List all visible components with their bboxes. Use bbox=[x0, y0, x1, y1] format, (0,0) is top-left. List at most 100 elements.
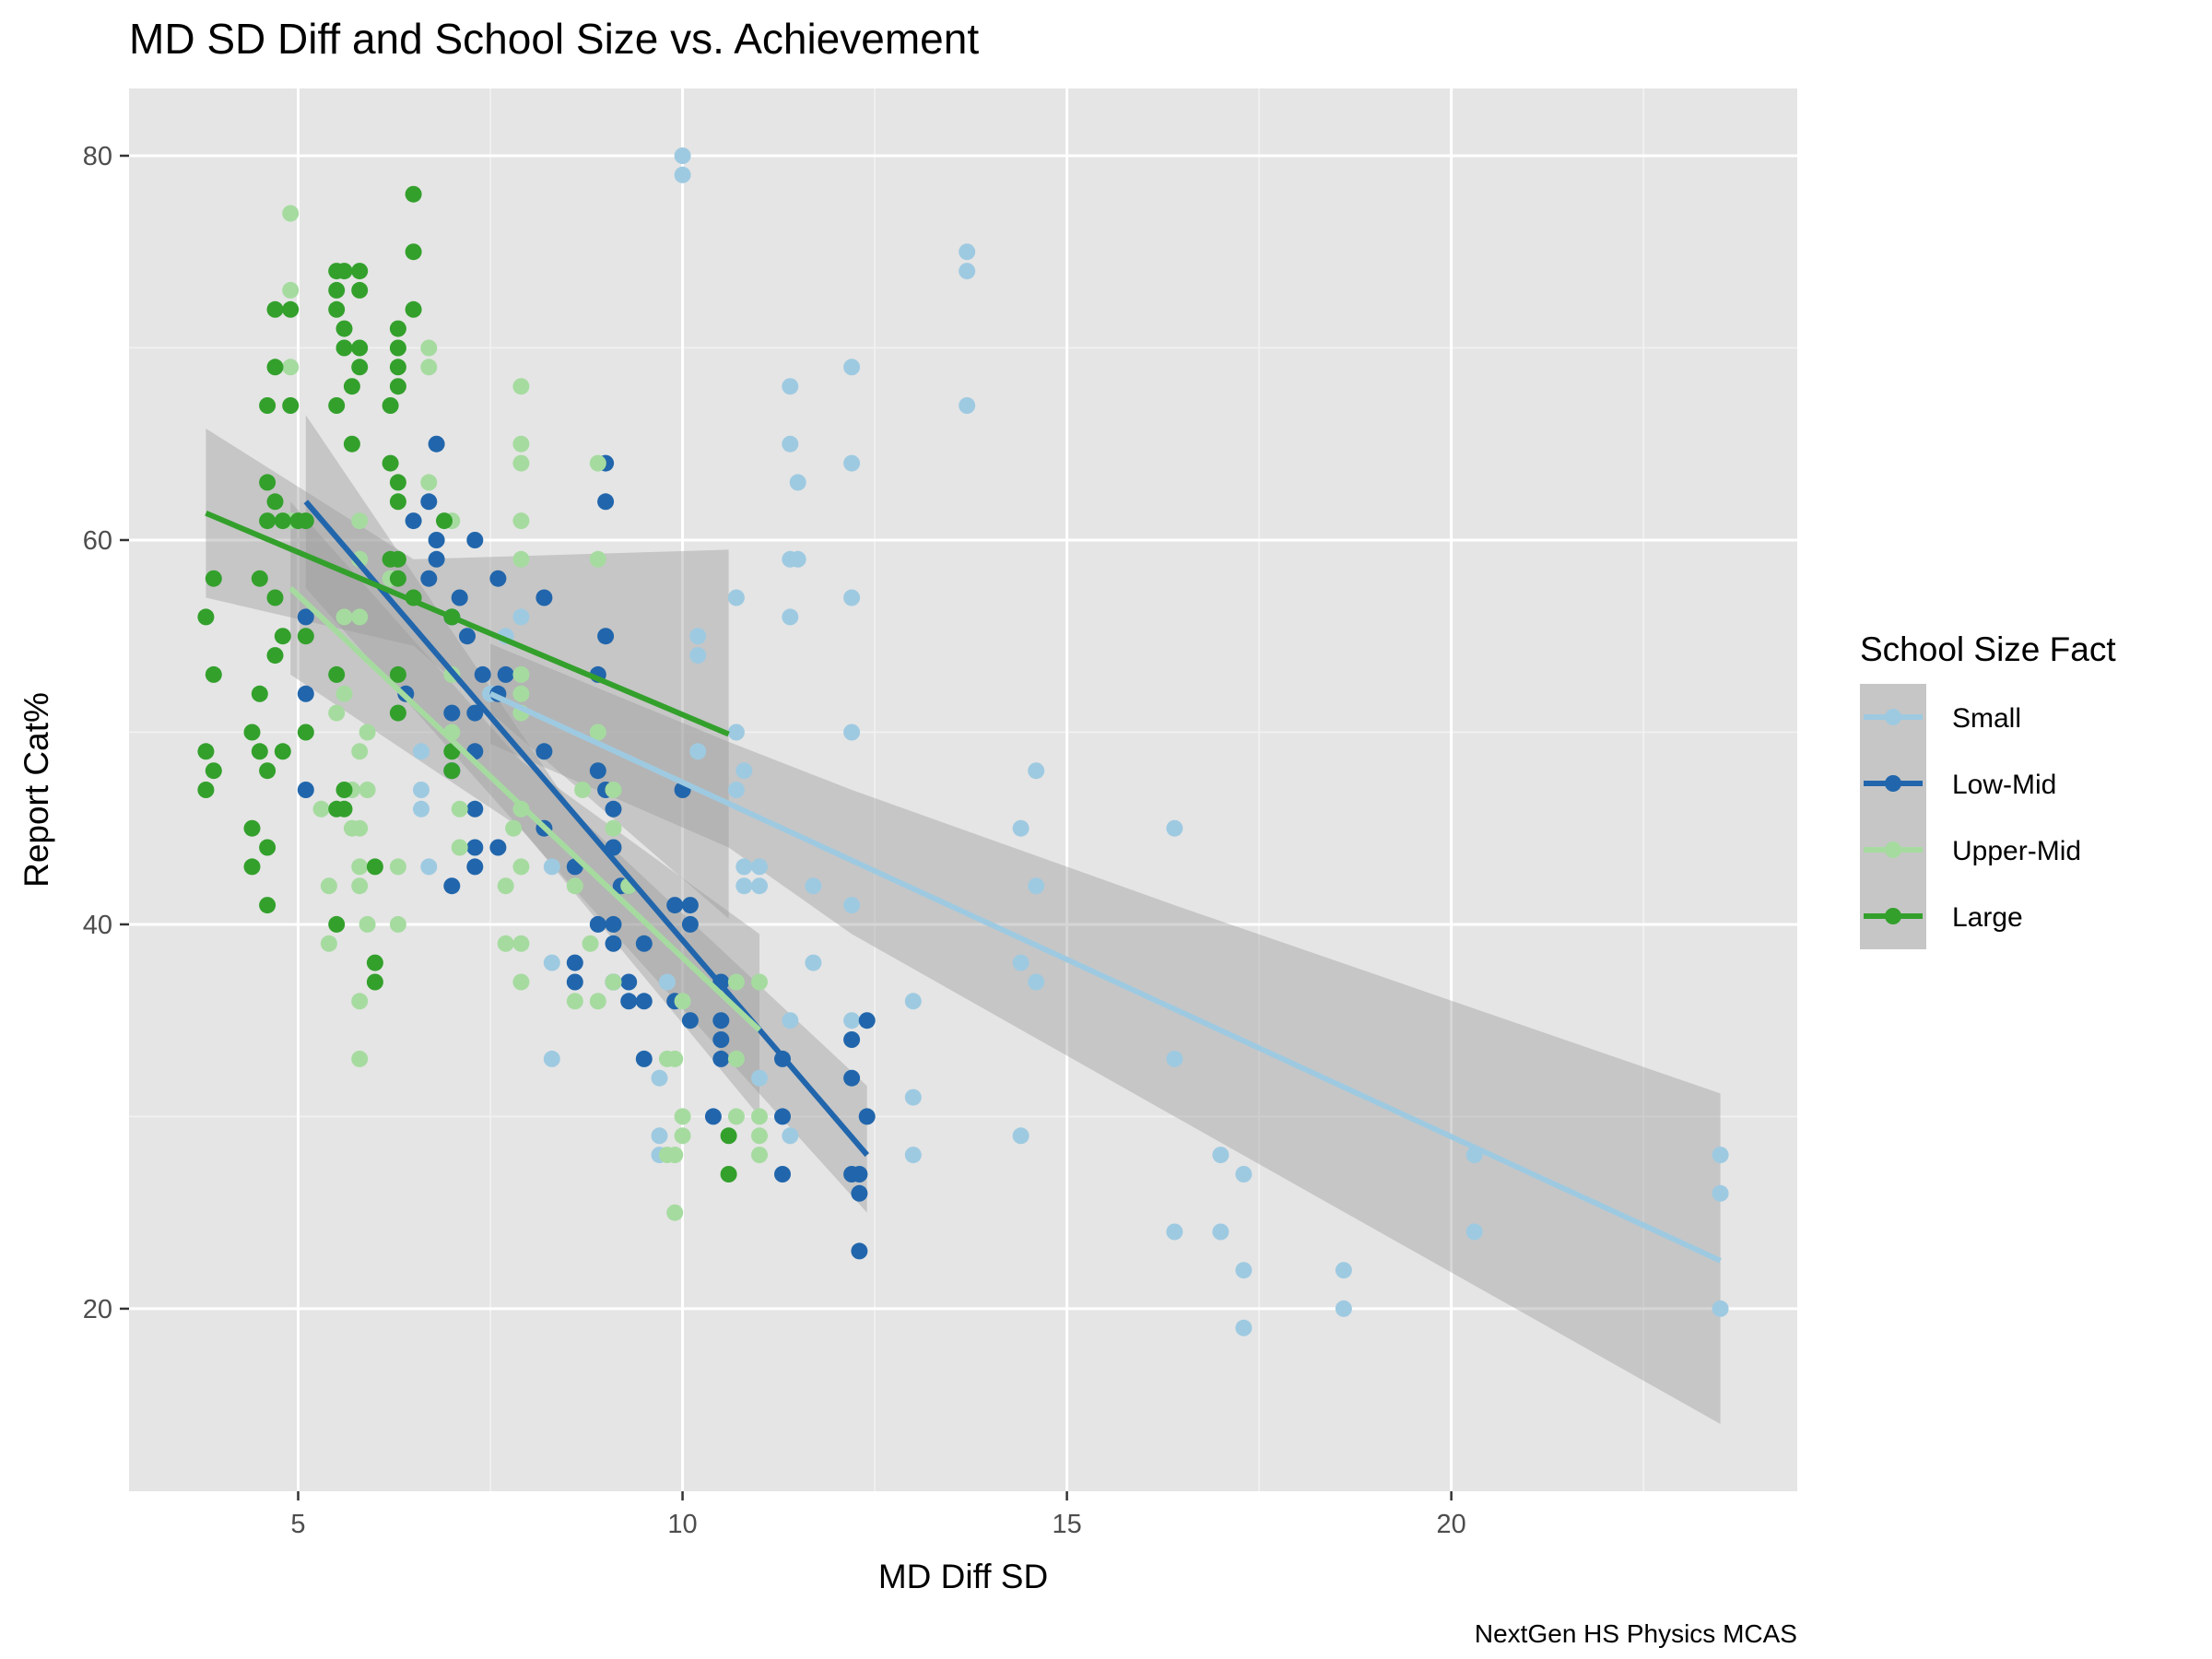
data-point-large bbox=[335, 339, 353, 357]
data-point-large bbox=[274, 628, 291, 645]
data-point-upper-mid bbox=[359, 782, 376, 798]
data-point-low-mid bbox=[497, 665, 514, 683]
fit-line-small bbox=[488, 691, 1722, 1264]
tick-labels: 5 10 15 20 20 40 60 80 bbox=[83, 142, 1466, 1539]
data-point-small bbox=[413, 800, 429, 818]
legend-label-small: Small bbox=[1952, 703, 2021, 734]
data-point-large bbox=[405, 185, 422, 203]
data-point-small bbox=[1712, 1300, 1729, 1317]
data-point-upper-mid bbox=[512, 512, 530, 530]
data-point-small bbox=[689, 647, 707, 665]
data-point-low-mid bbox=[851, 1184, 868, 1202]
data-point-small bbox=[1166, 819, 1183, 837]
data-point-upper-mid bbox=[282, 359, 300, 376]
data-point-small bbox=[674, 166, 691, 183]
data-point-low-mid bbox=[428, 532, 445, 548]
axis-ticks bbox=[120, 154, 1453, 1500]
data-point-upper-mid bbox=[666, 1204, 684, 1221]
data-point-small bbox=[1028, 762, 1045, 780]
data-point-small bbox=[735, 858, 753, 876]
data-point-upper-mid bbox=[512, 378, 530, 395]
data-point-low-mid bbox=[704, 1108, 722, 1125]
data-point-small bbox=[1712, 1184, 1729, 1202]
data-point-low-mid bbox=[774, 1166, 791, 1182]
data-point-small bbox=[751, 877, 768, 895]
data-point-upper-mid bbox=[420, 339, 438, 357]
data-point-small bbox=[1028, 973, 1045, 991]
data-point-upper-mid bbox=[512, 550, 530, 568]
legend: Small Low-Mid Upper-Mid Large bbox=[1860, 684, 2081, 949]
data-point-upper-mid bbox=[359, 724, 376, 741]
data-point-small bbox=[751, 1069, 768, 1087]
data-point-upper-mid bbox=[512, 665, 530, 683]
data-point-large bbox=[266, 300, 284, 318]
data-point-upper-mid bbox=[420, 359, 438, 376]
data-point-low-mid bbox=[605, 935, 622, 952]
data-point-small bbox=[904, 1088, 922, 1106]
data-point-small bbox=[904, 993, 922, 1010]
data-point-low-mid bbox=[535, 743, 553, 760]
data-point-large bbox=[297, 512, 314, 530]
data-point-upper-mid bbox=[351, 993, 369, 1010]
data-point-small bbox=[959, 397, 976, 414]
data-point-upper-mid bbox=[512, 858, 530, 876]
plot-panel bbox=[129, 88, 1797, 1491]
data-point-upper-mid bbox=[512, 935, 530, 952]
data-point-small bbox=[1012, 1127, 1030, 1145]
data-point-large bbox=[351, 359, 369, 376]
fit-lines bbox=[205, 500, 1722, 1264]
data-point-large bbox=[266, 493, 284, 511]
data-point-large bbox=[389, 493, 406, 511]
data-point-small bbox=[1212, 1147, 1230, 1164]
data-point-low-mid bbox=[620, 993, 638, 1010]
data-point-upper-mid bbox=[351, 819, 369, 837]
data-point-upper-mid bbox=[512, 685, 530, 702]
data-point-large bbox=[405, 300, 422, 318]
data-point-large bbox=[205, 762, 222, 780]
data-point-large bbox=[443, 762, 461, 780]
data-point-small bbox=[1335, 1300, 1352, 1317]
data-point-large bbox=[259, 839, 276, 856]
data-point-small bbox=[805, 877, 822, 895]
data-point-low-mid bbox=[297, 685, 314, 702]
data-point-large bbox=[328, 300, 346, 318]
data-point-large bbox=[197, 782, 215, 798]
data-point-low-mid bbox=[597, 628, 615, 645]
data-point-large bbox=[335, 320, 353, 337]
data-point-large bbox=[389, 320, 406, 337]
data-point-low-mid bbox=[843, 1069, 861, 1087]
fit-line-upper-mid bbox=[288, 585, 762, 1032]
data-point-low-mid bbox=[605, 915, 622, 933]
data-point-low-mid bbox=[443, 704, 461, 722]
data-point-low-mid bbox=[297, 608, 314, 626]
data-point-large bbox=[251, 570, 268, 587]
data-point-small bbox=[1335, 1262, 1352, 1279]
fit-line-low-mid bbox=[303, 500, 870, 1158]
data-point-upper-mid bbox=[751, 973, 768, 991]
data-point-large bbox=[297, 628, 314, 645]
x-tick-label: 15 bbox=[1052, 1510, 1081, 1539]
data-point-low-mid bbox=[589, 915, 606, 933]
data-point-low-mid bbox=[428, 550, 445, 568]
legend-label-large: Large bbox=[1952, 902, 2023, 933]
data-point-upper-mid bbox=[335, 608, 353, 626]
data-point-large bbox=[389, 704, 406, 722]
data-point-large bbox=[251, 743, 268, 760]
data-point-upper-mid bbox=[497, 935, 514, 952]
data-point-large bbox=[243, 819, 261, 837]
data-point-large bbox=[259, 512, 276, 530]
data-point-upper-mid bbox=[589, 724, 606, 741]
data-point-upper-mid bbox=[512, 973, 530, 991]
data-point-upper-mid bbox=[605, 782, 622, 798]
data-point-small bbox=[735, 877, 753, 895]
data-point-large bbox=[282, 397, 300, 414]
data-point-small bbox=[651, 1069, 668, 1087]
data-point-large bbox=[266, 647, 284, 665]
caption: NextGen HS Physics MCAS bbox=[1475, 1619, 1797, 1648]
data-point-large bbox=[366, 858, 383, 876]
data-point-small bbox=[843, 724, 861, 741]
data-point-upper-mid bbox=[658, 1050, 676, 1067]
x-tick-label: 20 bbox=[1437, 1510, 1466, 1539]
data-point-large bbox=[335, 263, 353, 280]
data-point-small bbox=[1166, 1223, 1183, 1241]
